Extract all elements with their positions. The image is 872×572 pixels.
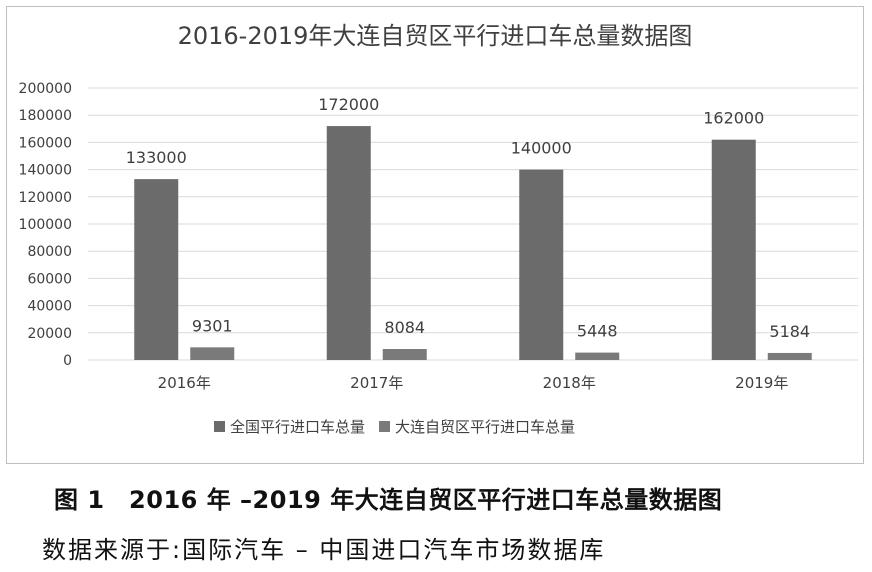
bar-national (711, 139, 756, 360)
bar-dalian (382, 349, 427, 360)
legend: 全国平行进口车总量 大连自贸区平行进口车总量 (214, 418, 575, 436)
chart: 2016-2019年大连自贸区平行进口车总量数据图 0 20000 40000 600… (19, 22, 858, 436)
data-label: 9301 (192, 316, 233, 335)
bar-dalian (575, 352, 620, 360)
y-tick-label: 160000 (19, 135, 72, 151)
y-tick-label: 120000 (19, 190, 72, 206)
y-tick-label: 140000 (19, 163, 72, 179)
legend-label: 全国平行进口车总量 (230, 418, 365, 436)
legend-swatch (214, 421, 225, 432)
x-axis-ticks: 2016年 2017年 2018年 2019年 (158, 374, 789, 392)
source-note: 数据来源于:国际汽车 – 中国进口汽车市场数据库 (42, 536, 606, 564)
chart-title: 2016-2019年大连自贸区平行进口车总量数据图 (178, 22, 693, 50)
y-axis-ticks: 0 20000 40000 60000 80000 100000 120000 140000 1… (19, 81, 72, 369)
x-tick-label: 2019年 (735, 374, 788, 392)
bar-national (134, 179, 179, 360)
data-label: 140000 (511, 139, 572, 158)
data-label: 133000 (126, 148, 187, 167)
bars (134, 126, 812, 360)
bar-dalian (190, 347, 235, 360)
data-label: 172000 (318, 95, 379, 114)
y-tick-label: 180000 (19, 108, 72, 124)
y-tick-label: 60000 (27, 271, 72, 287)
y-tick-label: 40000 (27, 299, 72, 315)
data-labels: 133000 9301 172000 8084 140000 5448 162000 5184 (126, 95, 810, 341)
y-tick-label: 100000 (19, 217, 72, 233)
y-tick-label: 80000 (27, 244, 72, 260)
x-tick-label: 2017年 (350, 374, 403, 392)
y-tick-label: 200000 (19, 81, 72, 97)
y-tick-label: 20000 (27, 326, 72, 342)
bar-dalian (767, 352, 812, 360)
data-label: 162000 (703, 109, 764, 128)
figure-caption: 图 1 2016 年 –2019 年大连自贸区平行进口车总量数据图 (54, 486, 723, 514)
data-label: 5448 (577, 322, 618, 341)
x-tick-label: 2018年 (543, 374, 596, 392)
bar-national (519, 169, 564, 360)
data-label: 5184 (769, 322, 810, 341)
legend-swatch (379, 421, 391, 432)
y-tick-label: 0 (63, 353, 72, 369)
data-label: 8084 (384, 318, 425, 337)
bar-national (326, 126, 371, 360)
legend-label: 大连自贸区平行进口车总量 (395, 418, 575, 436)
x-tick-label: 2016年 (158, 374, 211, 392)
